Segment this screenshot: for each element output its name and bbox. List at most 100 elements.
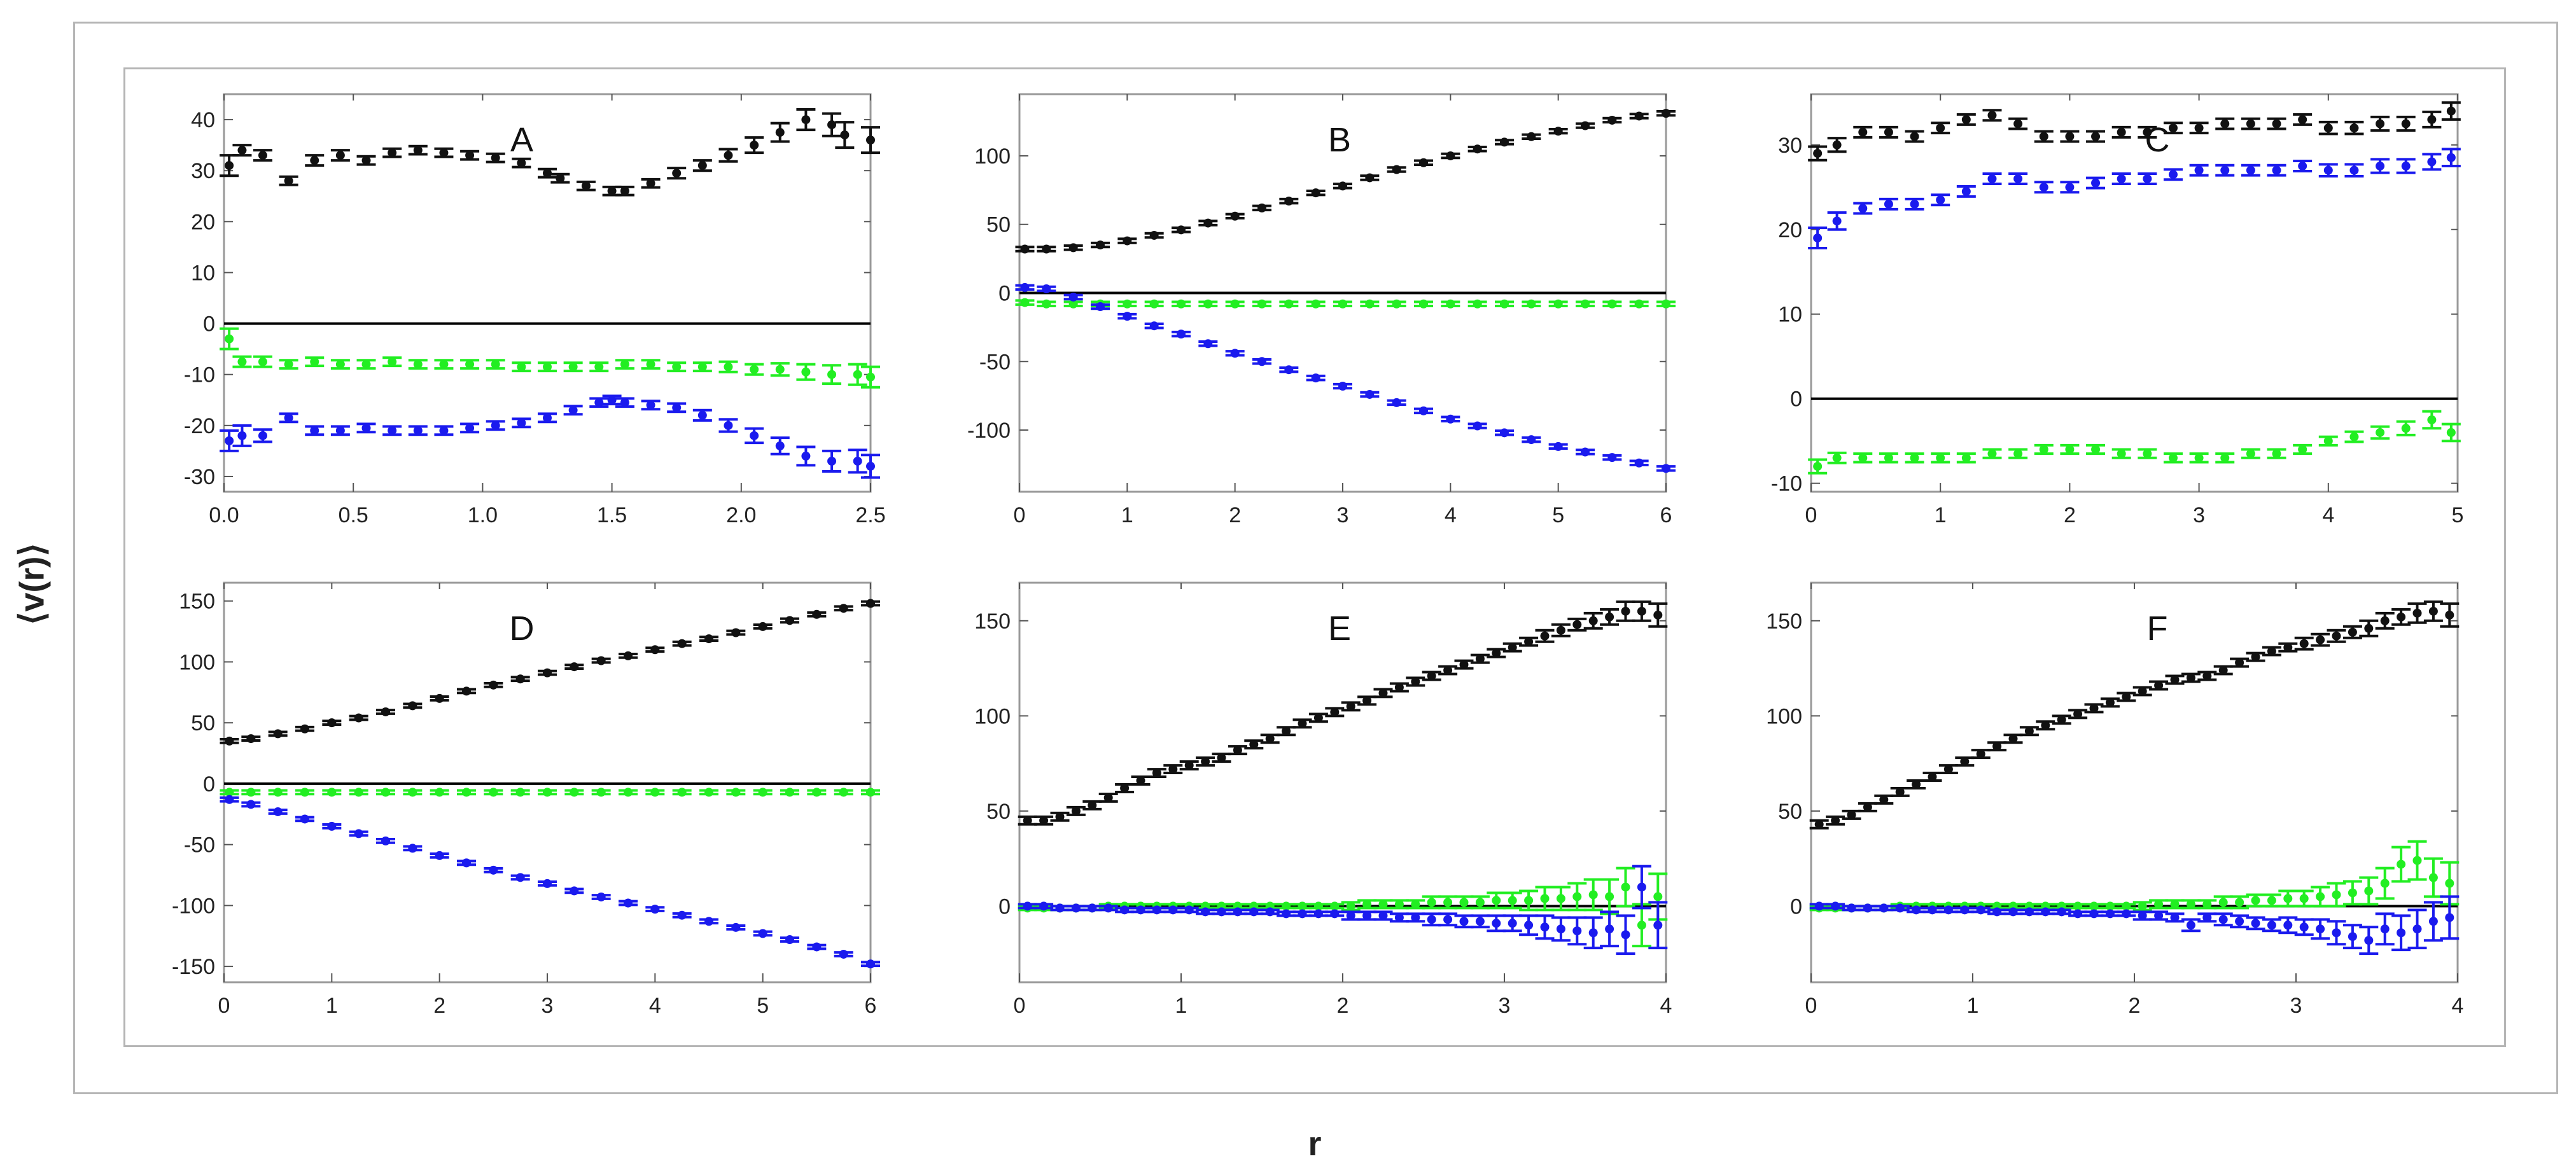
data-point bbox=[284, 176, 293, 186]
data-point bbox=[1459, 898, 1469, 907]
data-point bbox=[1879, 903, 1889, 913]
data-point bbox=[2446, 106, 2456, 116]
data-point bbox=[677, 639, 687, 648]
series-blue bbox=[1018, 865, 1668, 956]
panel-title: D bbox=[510, 609, 535, 648]
data-point bbox=[2380, 616, 2390, 625]
panel-title: B bbox=[1328, 121, 1351, 159]
data-point bbox=[462, 858, 471, 868]
data-point bbox=[724, 362, 733, 372]
data-point bbox=[1527, 435, 1536, 445]
data-point bbox=[273, 788, 283, 797]
data-point bbox=[225, 334, 234, 344]
data-point bbox=[1257, 357, 1266, 366]
data-point bbox=[1473, 299, 1482, 309]
data-point bbox=[1203, 218, 1213, 228]
data-point bbox=[2039, 183, 2048, 192]
y-tick-label: 100 bbox=[179, 650, 215, 674]
data-point bbox=[1068, 292, 1078, 302]
data-point bbox=[1338, 382, 1347, 391]
data-point bbox=[2427, 115, 2437, 124]
data-point bbox=[570, 662, 579, 672]
data-point bbox=[596, 892, 606, 901]
series-green bbox=[220, 327, 880, 389]
data-point bbox=[237, 431, 247, 440]
x-tick-label: 4 bbox=[2452, 994, 2464, 1018]
data-point bbox=[246, 800, 256, 809]
data-point bbox=[866, 788, 875, 797]
data-point bbox=[1884, 127, 1893, 137]
data-point bbox=[853, 370, 862, 379]
data-point bbox=[1662, 299, 1670, 309]
data-point bbox=[2316, 924, 2325, 934]
data-point bbox=[620, 359, 629, 369]
data-point bbox=[2235, 917, 2244, 926]
data-point bbox=[335, 426, 345, 435]
data-point bbox=[2143, 127, 2152, 137]
data-point bbox=[1588, 890, 1598, 900]
data-point bbox=[2073, 901, 2083, 911]
data-point bbox=[1039, 816, 1049, 825]
data-point bbox=[2446, 153, 2456, 162]
data-point bbox=[517, 418, 526, 428]
data-point bbox=[1123, 299, 1132, 309]
data-point bbox=[1459, 917, 1469, 926]
data-point bbox=[408, 788, 417, 797]
data-point bbox=[1992, 907, 2002, 917]
data-point bbox=[413, 146, 423, 155]
data-point bbox=[1814, 819, 1824, 829]
data-point bbox=[2105, 698, 2115, 707]
data-point bbox=[258, 151, 267, 160]
data-point bbox=[408, 844, 417, 853]
data-point bbox=[672, 169, 682, 178]
data-point bbox=[361, 156, 371, 165]
data-point bbox=[1346, 702, 1355, 711]
data-point bbox=[1055, 812, 1065, 821]
data-point bbox=[1123, 236, 1132, 246]
data-point bbox=[1020, 298, 1030, 307]
data-point bbox=[2323, 123, 2333, 133]
data-point bbox=[697, 362, 707, 372]
data-point bbox=[2267, 646, 2276, 656]
data-point bbox=[2272, 165, 2281, 175]
data-point bbox=[1282, 909, 1291, 919]
data-point bbox=[1572, 892, 1582, 901]
data-point bbox=[2445, 610, 2454, 620]
y-tick-label: -150 bbox=[172, 955, 215, 979]
data-point bbox=[827, 456, 837, 466]
x-tick-label: 3 bbox=[2193, 503, 2205, 527]
data-point bbox=[1184, 905, 1194, 915]
data-point bbox=[1346, 911, 1355, 921]
figure-inner-frame bbox=[123, 67, 2506, 1047]
data-point bbox=[2299, 922, 2309, 932]
data-point bbox=[1831, 901, 1840, 911]
data-point bbox=[2323, 436, 2333, 446]
data-point bbox=[2008, 907, 2018, 917]
data-point bbox=[465, 359, 475, 369]
data-point bbox=[1427, 671, 1436, 681]
data-point bbox=[1362, 911, 1372, 921]
data-point bbox=[1475, 654, 1485, 664]
data-point bbox=[225, 161, 234, 170]
data-point bbox=[2323, 165, 2333, 175]
x-tick-label: 1 bbox=[1175, 994, 1187, 1018]
data-point bbox=[1813, 462, 1823, 471]
data-point bbox=[2154, 681, 2164, 690]
x-tick-label: 3 bbox=[1337, 503, 1349, 527]
data-point bbox=[801, 367, 811, 377]
data-point bbox=[1042, 244, 1051, 254]
data-point bbox=[381, 788, 390, 797]
data-point bbox=[2194, 453, 2204, 462]
x-tick-label: 1 bbox=[1967, 994, 1979, 1018]
data-point bbox=[731, 628, 741, 637]
series-black bbox=[220, 108, 880, 197]
data-point bbox=[724, 421, 733, 430]
data-point bbox=[543, 879, 552, 888]
data-point bbox=[2202, 900, 2212, 909]
data-point bbox=[775, 128, 785, 137]
data-point bbox=[2220, 453, 2230, 462]
data-point bbox=[620, 186, 629, 196]
data-point bbox=[750, 365, 759, 374]
data-point bbox=[839, 604, 848, 613]
